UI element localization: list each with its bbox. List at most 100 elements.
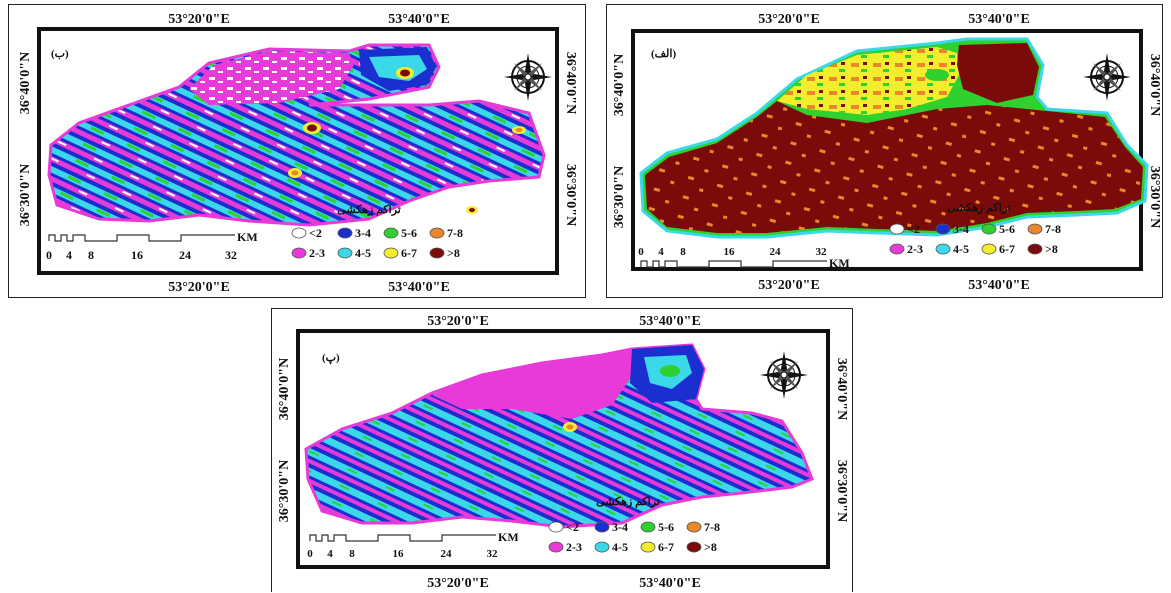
lon-label-top-right: 53°40'0"E: [388, 12, 450, 27]
svg-text:0: 0: [638, 246, 644, 258]
lon-label-bottom-right: 53°40'0"E: [388, 280, 450, 295]
lon-label-top-left: 53°20'0"E: [758, 12, 820, 27]
legend-swatch: [1027, 243, 1043, 255]
map-b-svg: 53°20'0"E 53°40'0"E 53°20'0"E 53°40'0"E …: [18, 12, 578, 295]
svg-text:24: 24: [179, 248, 191, 262]
svg-text:8: 8: [349, 548, 355, 560]
legend-label: <2: [566, 520, 579, 534]
svg-text:0: 0: [307, 548, 313, 560]
lon-label-top-left: 53°20'0"E: [168, 12, 230, 27]
svg-text:32: 32: [225, 248, 237, 262]
north-arrow-compass-rose-icon: [1083, 53, 1131, 101]
legend-title: تراکم زهکشی: [337, 204, 401, 216]
lat-label-right-top: 36°40'0"N: [1147, 54, 1162, 116]
lat-label-right-bottom: 36°30'0"N: [1147, 166, 1162, 228]
scale-bar: KM 0 4 8 16 24 32: [307, 530, 518, 560]
svg-text:4: 4: [66, 248, 72, 262]
legend-swatch: [935, 223, 951, 235]
svg-text:KM: KM: [498, 530, 519, 544]
legend-swatch: [383, 247, 399, 259]
legend-swatch: [640, 541, 656, 553]
map-panel-p: 53°20'0"E 53°40'0"E 53°20'0"E 53°40'0"E …: [271, 308, 853, 592]
legend-swatch: [594, 521, 610, 533]
watershed-upper-zone: [432, 349, 634, 419]
svg-text:KM: KM: [829, 256, 850, 270]
density-legend: تراکم زهکشی <2 3-4 5-6 7-8 2-3 4-5 6-7 >8: [291, 204, 463, 260]
north-arrow-compass-rose-icon: [504, 53, 552, 101]
watershed-high-density-zone: [645, 101, 1143, 233]
map-frame-left: [37, 27, 41, 275]
watershed-upper-zone: [777, 47, 959, 115]
legend-label: 6-7: [401, 246, 417, 260]
svg-text:8: 8: [680, 246, 686, 258]
lat-label-left-top: 36°40'0"N: [18, 52, 33, 114]
watershed-density-map: [47, 43, 546, 227]
lat-label-left-top: 36°40'0"N: [612, 54, 627, 116]
legend-swatch: [594, 541, 610, 553]
legend-label: 3-4: [612, 520, 628, 534]
lat-label-right-bottom: 36°30'0"N: [563, 164, 578, 226]
map-frame-bottom: [37, 271, 559, 275]
legend-label: 6-7: [658, 540, 674, 554]
legend-label: 4-5: [953, 242, 969, 256]
legend-label: >8: [704, 540, 717, 554]
map-panel-b: 53°20'0"E 53°40'0"E 53°20'0"E 53°40'0"E …: [8, 4, 586, 298]
lon-label-bottom-left: 53°20'0"E: [168, 280, 230, 295]
map-p-svg: 53°20'0"E 53°40'0"E 53°20'0"E 53°40'0"E …: [277, 314, 849, 591]
legend-swatch: [981, 223, 997, 235]
panel-label: (الف): [651, 48, 676, 60]
legend-swatch: [640, 521, 656, 533]
legend-label: 3-4: [953, 222, 969, 236]
legend-label: 4-5: [355, 246, 371, 260]
legend-label: 2-3: [907, 242, 923, 256]
svg-text:4: 4: [658, 246, 664, 258]
lon-label-top-left: 53°20'0"E: [427, 314, 489, 329]
legend-swatch: [291, 227, 307, 239]
legend-swatch: [935, 243, 951, 255]
map-alef-svg: 53°20'0"E 53°40'0"E 53°20'0"E 53°40'0"E …: [612, 12, 1162, 293]
map-frame-top: [37, 27, 559, 31]
svg-text:16: 16: [393, 548, 405, 560]
svg-text:32: 32: [816, 246, 828, 258]
panel-label: (ب): [51, 48, 69, 60]
legend-swatch: [291, 247, 307, 259]
legend-swatch: [686, 521, 702, 533]
lat-label-left-bottom: 36°30'0"N: [277, 460, 292, 522]
legend-label: <2: [309, 226, 322, 240]
svg-text:4: 4: [327, 548, 333, 560]
lon-label-top-right: 53°40'0"E: [968, 12, 1030, 27]
legend-label: 5-6: [658, 520, 674, 534]
legend-label: >8: [447, 246, 460, 260]
legend-swatch: [981, 243, 997, 255]
legend-label: 4-5: [612, 540, 628, 554]
legend-swatch: [889, 223, 905, 235]
lat-label-left-bottom: 36°30'0"N: [18, 164, 33, 226]
legend-label: >8: [1045, 242, 1058, 256]
legend-swatch: [1027, 223, 1043, 235]
legend-label: 7-8: [704, 520, 720, 534]
lon-label-bottom-right: 53°40'0"E: [968, 278, 1030, 293]
legend-swatch: [889, 243, 905, 255]
svg-text:0: 0: [46, 248, 52, 262]
lat-label-right-top: 36°40'0"N: [563, 52, 578, 114]
legend-label: 6-7: [999, 242, 1015, 256]
legend-title: تراکم زهکشی: [596, 496, 660, 508]
legend-swatch: [337, 247, 353, 259]
watershed-north-lobe: [957, 43, 1039, 103]
legend-label: 2-3: [566, 540, 582, 554]
lon-label-bottom-right: 53°40'0"E: [639, 576, 701, 591]
legend-label: <2: [907, 222, 920, 236]
panel-label: (پ): [322, 352, 340, 364]
lat-label-right-bottom: 36°30'0"N: [834, 460, 849, 522]
density-legend: تراکم زهکشی <2 3-4 5-6 7-8 2-3 4-5 6-7 >8: [889, 202, 1061, 256]
legend-swatch: [686, 541, 702, 553]
lon-label-top-right: 53°40'0"E: [639, 314, 701, 329]
legend-label: 5-6: [401, 226, 417, 240]
legend-swatch: [337, 227, 353, 239]
legend-swatch: [429, 227, 445, 239]
svg-text:16: 16: [724, 246, 736, 258]
svg-text:KM: KM: [237, 230, 258, 244]
svg-text:8: 8: [88, 248, 94, 262]
legend-label: 7-8: [1045, 222, 1061, 236]
svg-text:32: 32: [487, 548, 499, 560]
